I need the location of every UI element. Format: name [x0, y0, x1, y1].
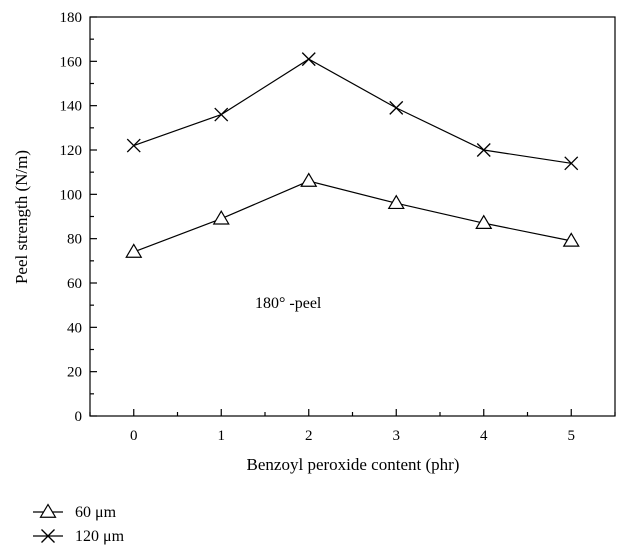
- legend-marker: [39, 503, 57, 518]
- series-120um: [126, 52, 579, 171]
- data-point: [214, 107, 229, 122]
- y-tick-label: 60: [67, 276, 82, 292]
- data-point: [301, 52, 316, 67]
- x-tick-label: 0: [130, 428, 138, 444]
- y-tick-label: 140: [60, 99, 83, 115]
- legend-marker: [41, 529, 55, 543]
- data-point: [564, 156, 579, 171]
- peel-annotation: 180° -peel: [255, 295, 322, 312]
- plot-axes: [89, 16, 616, 417]
- x-tick-label: 4: [480, 428, 488, 444]
- x-tick-label: 1: [218, 428, 226, 444]
- data-point: [212, 210, 230, 225]
- data-point: [126, 138, 141, 153]
- data-point: [300, 172, 318, 187]
- x-tick-label: 5: [568, 428, 576, 444]
- plot-frame: [89, 16, 616, 417]
- y-tick-label: 180: [60, 10, 83, 26]
- series-line: [133, 180, 572, 253]
- y-tick-label: 40: [67, 320, 82, 336]
- y-axis-title: Peel strength (N/m): [12, 150, 31, 284]
- y-tick-label: 0: [75, 409, 83, 425]
- legend-label: 60 μm: [75, 504, 117, 521]
- y-axis-ticks: 0 20 40 60 80 100 120 140 160 180: [60, 10, 97, 425]
- y-tick-label: 120: [60, 143, 83, 159]
- data-point: [387, 194, 405, 210]
- series-layer: [125, 52, 580, 258]
- y-tick-label: 20: [67, 365, 82, 381]
- legend-item: 60 μm: [33, 503, 117, 521]
- series-line: [133, 58, 572, 164]
- y-tick-label: 80: [67, 232, 82, 248]
- data-point: [125, 243, 143, 258]
- data-point: [475, 214, 493, 229]
- legend-label: 120 μm: [75, 528, 125, 545]
- x-axis-ticks: 0 1 2 3 4 5: [89, 409, 616, 444]
- data-point: [562, 232, 580, 247]
- y-tick-label: 100: [60, 187, 83, 203]
- legend-item: 120 μm: [33, 528, 125, 545]
- x-tick-label: 3: [393, 428, 401, 444]
- x-axis-title: Benzoyl peroxide content (phr): [247, 455, 460, 474]
- x-tick-label: 2: [305, 428, 313, 444]
- legend: 60 μm 120 μm: [33, 503, 125, 545]
- y-tick-label: 160: [60, 54, 83, 70]
- data-point: [476, 143, 491, 157]
- series-60um: [125, 172, 580, 258]
- data-point: [389, 100, 404, 115]
